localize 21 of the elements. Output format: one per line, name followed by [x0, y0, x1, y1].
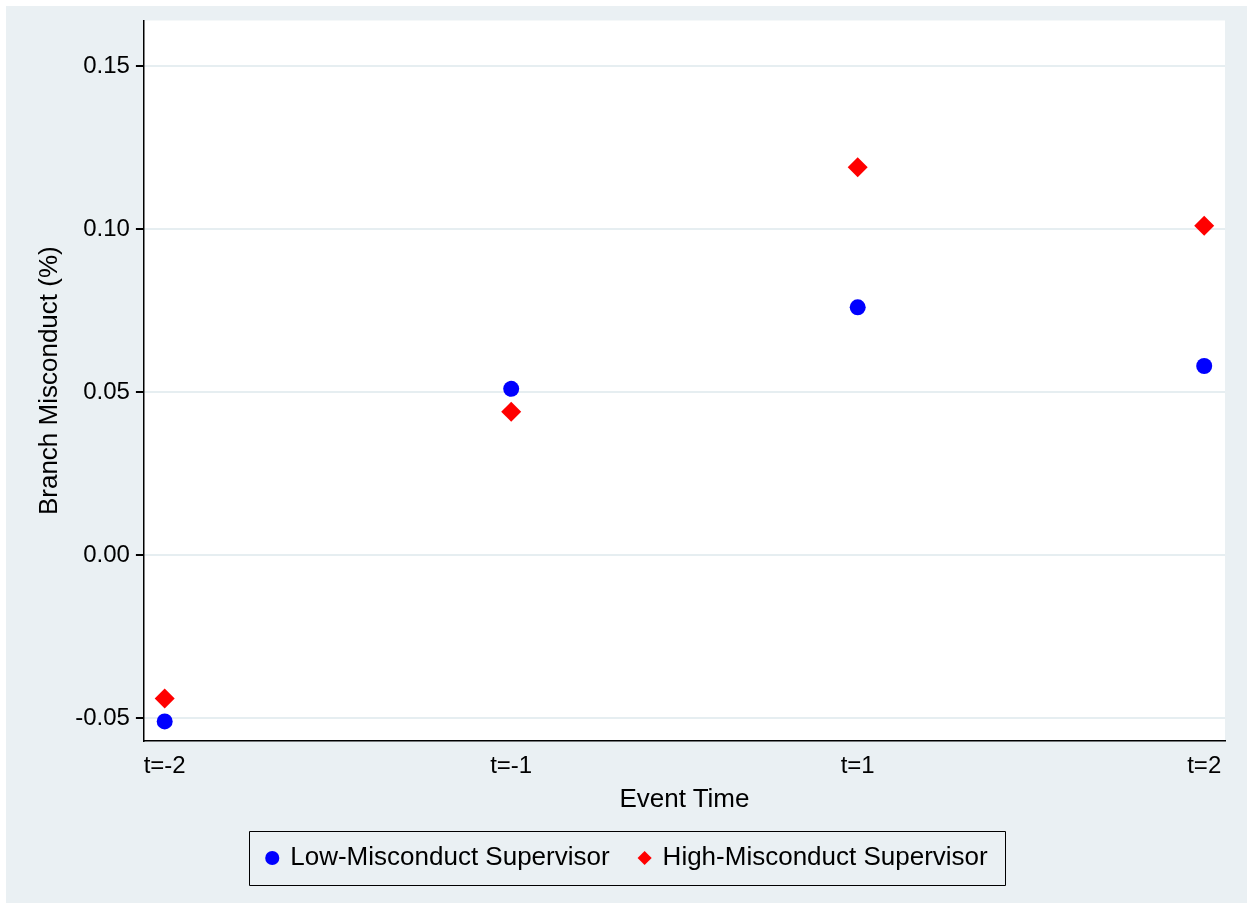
legend-label: Low-Misconduct Supervisor: [290, 841, 610, 872]
y-tick-label: 0.15: [83, 50, 130, 78]
x-tick-label: t=-1: [490, 751, 533, 779]
point: [1194, 215, 1215, 236]
x-tick-label: t=1: [840, 751, 875, 779]
x-tick-label: t=-2: [143, 751, 186, 779]
y-tick-label: 0.00: [83, 539, 130, 567]
y-tick-label: 0.10: [83, 213, 130, 241]
x-axis-title: Event Time: [619, 782, 750, 813]
point: [501, 401, 522, 422]
point: [156, 713, 173, 730]
legend-label: High-Misconduct Supervisor: [662, 841, 989, 872]
point: [849, 299, 866, 316]
y-tick-label: -0.05: [75, 702, 130, 730]
x-tick-label: t=2: [1187, 751, 1222, 779]
y-axis-title: Branch Misconduct (%): [32, 246, 63, 516]
point: [847, 157, 868, 178]
y-tick-label: 0.05: [83, 376, 130, 404]
point: [1196, 358, 1213, 375]
point: [503, 380, 520, 397]
point: [154, 688, 175, 709]
